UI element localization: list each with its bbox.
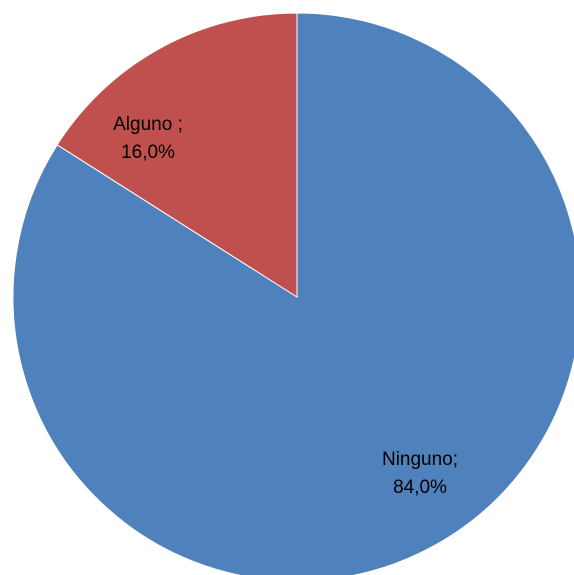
pie-slice-ninguno: [12, 12, 574, 575]
data-label-alguno: Alguno ; 16,0%: [113, 114, 183, 163]
data-label-ninguno: Ninguno; 84,0%: [382, 449, 458, 498]
data-label-line: 84,0%: [393, 477, 447, 498]
data-label-line: Alguno ;: [113, 114, 183, 135]
data-label-line: Ninguno;: [382, 449, 458, 470]
pie-labels: Ninguno; 84,0% Alguno ; 16,0%: [113, 114, 458, 498]
pie-slice-alguno: [56, 12, 298, 298]
pie-slices: [12, 12, 574, 575]
data-label-line: 16,0%: [121, 142, 175, 163]
